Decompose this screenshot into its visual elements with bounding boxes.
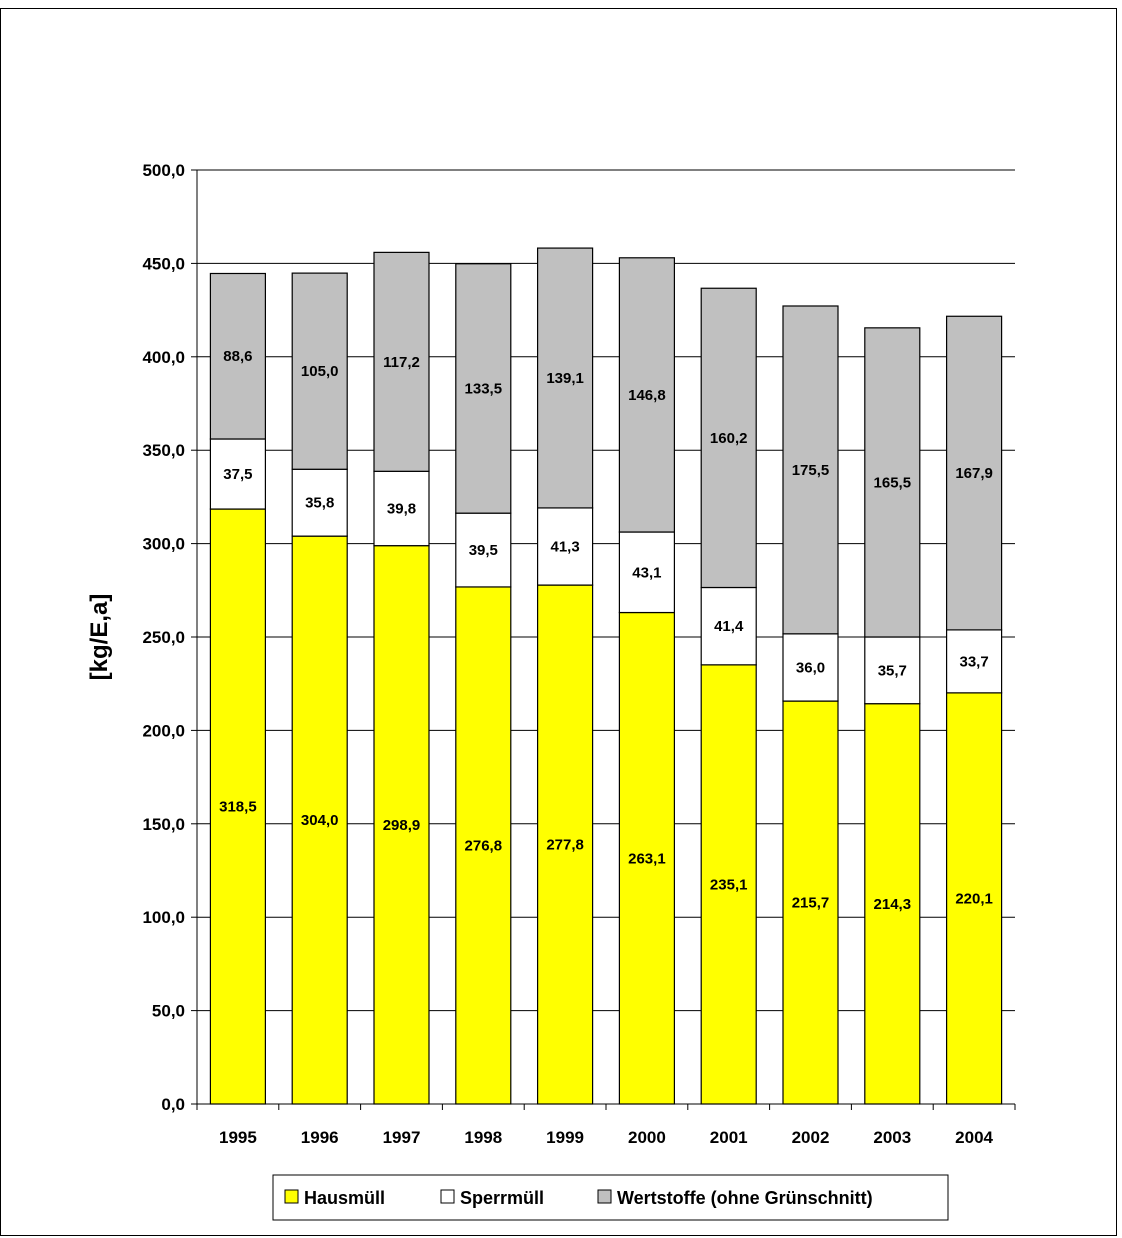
bar-segment [864,327,921,638]
data-label: 318,5 [219,799,257,816]
data-label: 235,1 [710,876,748,893]
legend-label: Wertstoffe (ohne Grünschnitt) [617,1188,873,1208]
legend-label: Sperrmüll [460,1188,544,1208]
bar-segment [945,629,1003,694]
y-tick-label: 350,0 [142,441,185,460]
data-label: 105,0 [301,363,339,380]
bar-segment [455,512,512,588]
bar-segment [782,305,839,635]
data-label: 117,2 [383,354,420,371]
bar-segment [945,692,1003,1105]
data-label: 33,7 [959,653,988,670]
chart-frame [0,8,1117,1236]
bar-segment [618,257,676,533]
y-tick-label: 50,0 [152,1002,185,1021]
data-label: 146,8 [628,387,666,404]
data-label: 36,0 [796,659,825,676]
data-label: 175,5 [792,462,830,479]
data-label: 41,3 [550,538,579,555]
x-tick-label: 1995 [219,1128,257,1147]
data-label: 160,2 [710,430,748,447]
data-label: 88,6 [223,348,252,365]
bar-segment [373,545,430,1105]
data-label: 167,9 [955,465,993,482]
bar-segment [209,508,266,1105]
bar-segment [536,584,594,1105]
bar-segment [291,272,348,470]
data-label: 41,4 [714,618,744,635]
data-label: 220,1 [955,890,993,907]
data-label: 35,7 [878,662,907,679]
bar-segment [536,507,594,586]
x-tick-label: 1998 [464,1128,502,1147]
bar-segment [700,586,757,666]
legend-swatch [440,1189,455,1204]
data-label: 277,8 [546,837,584,854]
bar-segment [782,633,839,702]
x-tick-label: 1997 [383,1128,421,1147]
data-label: 133,5 [465,380,503,397]
bar-segment [291,468,348,537]
data-label: 214,3 [874,896,912,913]
legend-swatch [597,1189,612,1204]
bar-segment [700,664,757,1105]
data-label: 139,1 [546,370,584,387]
legend-label: Hausmüll [304,1188,385,1208]
bar-segment [945,315,1003,631]
bar-segment [864,636,921,705]
y-tick-label: 0,0 [161,1095,185,1114]
y-tick-label: 500,0 [142,161,185,180]
data-label: 35,8 [305,495,334,512]
y-tick-label: 250,0 [142,628,185,647]
bar-segment [373,470,430,547]
y-tick-label: 450,0 [142,254,185,273]
bar-segment [455,263,512,514]
bar-segment [209,438,266,510]
bar-segment [618,531,676,614]
bar-segment [209,272,266,440]
x-tick-label: 2003 [873,1128,911,1147]
bar-segment [291,535,348,1105]
y-tick-label: 300,0 [142,535,185,554]
data-label: 43,1 [632,564,661,581]
y-tick-label: 150,0 [142,815,185,834]
x-tick-label: 2004 [955,1128,993,1147]
x-tick-label: 1996 [301,1128,339,1147]
bar-segment [536,247,594,509]
data-label: 39,5 [469,542,498,559]
x-tick-label: 1999 [546,1128,584,1147]
y-axis-label: [kg/E,a] [86,594,113,681]
y-tick-label: 100,0 [142,908,185,927]
data-label: 215,7 [792,895,830,912]
data-label: 298,9 [383,817,421,834]
bar-segment [455,586,512,1105]
bar-segment [864,703,921,1105]
y-tick-label: 200,0 [142,721,185,740]
data-label: 39,8 [387,500,416,517]
bar-segment [373,251,430,472]
data-label: 37,5 [223,466,252,483]
x-tick-label: 2002 [792,1128,830,1147]
x-tick-label: 2001 [710,1128,748,1147]
x-tick-label: 2000 [628,1128,666,1147]
y-tick-label: 400,0 [142,348,185,367]
data-label: 263,1 [628,850,666,867]
legend-swatch [284,1189,299,1204]
data-label: 165,5 [874,474,912,491]
bar-segment [618,611,676,1105]
bar-segment [782,700,839,1105]
data-label: 276,8 [465,837,503,854]
data-label: 304,0 [301,812,339,829]
bar-segment [700,287,757,589]
